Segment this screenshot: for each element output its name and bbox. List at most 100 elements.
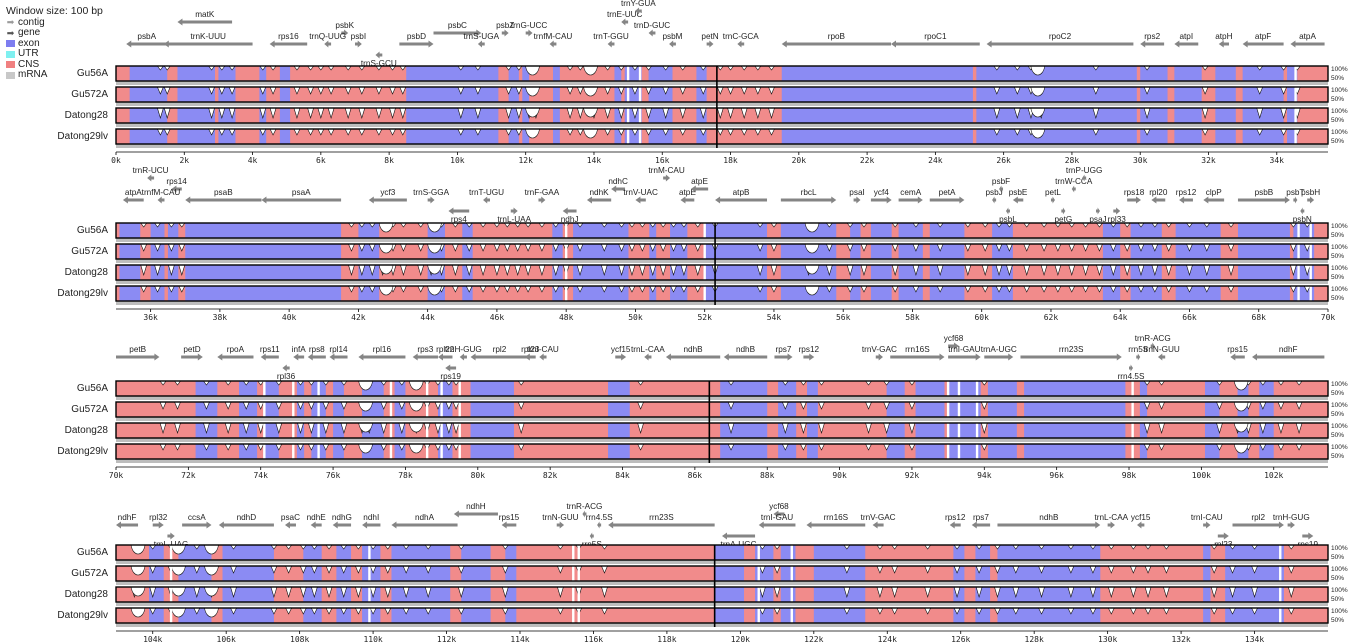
- contig-strip: [116, 81, 1328, 85]
- cns-region: [1147, 402, 1205, 417]
- cns-region: [273, 545, 304, 560]
- x-tick-label: 56k: [836, 313, 851, 322]
- cns-region: [621, 87, 625, 102]
- gene-label: trnF-GAA: [525, 188, 560, 197]
- cns-region: [1120, 223, 1131, 238]
- x-tick-label: 80k: [471, 471, 486, 480]
- cns-region: [1161, 286, 1176, 301]
- cns-region: [351, 587, 363, 602]
- legend-item-exon: exon: [6, 38, 103, 50]
- gene-arrow: [412, 353, 438, 361]
- sample-label: Datong29lv: [57, 446, 108, 457]
- contig-strip: [116, 238, 1328, 242]
- x-tick-label: 66k: [1182, 313, 1197, 322]
- gene-arrow: [589, 532, 594, 540]
- cns-region: [980, 381, 988, 396]
- gene-arrow: [152, 521, 164, 529]
- cns-region: [656, 286, 671, 301]
- alignment-gap: [368, 566, 371, 581]
- x-tick-label: 18k: [723, 156, 738, 165]
- gene-arrow: [556, 521, 565, 529]
- gene-ycf3: ycf3: [368, 188, 407, 204]
- cns-region: [116, 265, 120, 280]
- cns-region: [472, 286, 553, 301]
- gene-label: rps16: [278, 32, 299, 41]
- x-tick-label: 58k: [905, 313, 920, 322]
- gene-arrow: [1203, 196, 1225, 204]
- x-tick-label: 78k: [398, 471, 413, 480]
- gene-rps15: rps15: [1227, 345, 1248, 361]
- gene-label: ndhF: [1279, 345, 1298, 354]
- gene-label: petL: [1045, 188, 1061, 197]
- percent-100-label: 100%: [1331, 402, 1348, 409]
- gene-arrow: [722, 532, 756, 540]
- gene-label: trnT-UGU: [469, 188, 504, 197]
- alignment-gap: [757, 566, 760, 581]
- gene-psbi: psbI: [351, 32, 366, 48]
- gene-label: trnD-GUC: [634, 21, 670, 30]
- legend-label: contig: [18, 16, 45, 28]
- gene-psbn: psbN: [1293, 207, 1312, 224]
- cns-region: [706, 66, 782, 81]
- alignment-gap: [1131, 402, 1134, 417]
- cns-region: [444, 265, 463, 280]
- gene-rps7: rps7: [774, 345, 793, 361]
- gene-arrow: [218, 521, 274, 529]
- gene-label: rbcL: [801, 188, 817, 197]
- gene-rps11: rps11: [260, 345, 280, 361]
- gene-label: rpl23: [521, 345, 540, 354]
- gene-atpa: atpA: [122, 188, 144, 204]
- gene-petl: petL: [1045, 188, 1061, 204]
- cns-region: [215, 129, 219, 144]
- gene-label: ndhC: [608, 177, 628, 186]
- gene-arrow: [608, 521, 715, 529]
- cns-region: [516, 545, 715, 560]
- gene-arrow: [803, 353, 815, 361]
- sample-label: Gu572A: [71, 568, 108, 579]
- alignment-gap: [1131, 381, 1134, 396]
- cns-region: [321, 545, 337, 560]
- gene-label: rrn16S: [905, 345, 930, 354]
- gene-arrow: [986, 40, 1134, 48]
- gene-trnr-acg: trnR-ACG: [566, 502, 602, 518]
- alignment-gap: [317, 381, 320, 396]
- track-border: [115, 107, 1329, 124]
- cns-region: [672, 87, 697, 102]
- gene-trni-cau: trnI-CAU: [1191, 513, 1223, 529]
- legend-label: mRNA: [18, 69, 48, 80]
- track-gu572a: Gu572A 100% 50%: [71, 86, 1348, 106]
- gene-arrow: [635, 196, 646, 204]
- alignment-gap: [790, 566, 793, 581]
- cns-region: [641, 87, 649, 102]
- gene-rps14: rps14: [166, 177, 187, 193]
- x-tick-label: 12k: [518, 156, 533, 165]
- gene-arrow: [1157, 353, 1166, 361]
- gene-arrow: [181, 353, 203, 361]
- cns-region: [904, 381, 916, 396]
- cns-region: [116, 423, 196, 438]
- gene-label: rps15: [499, 513, 520, 522]
- track-border: [115, 443, 1329, 460]
- cns-region: [1235, 87, 1243, 102]
- cns-region: [767, 223, 781, 238]
- gene-arrow: [459, 353, 467, 361]
- contig-strip: [116, 396, 1328, 400]
- x-tick-label: 82k: [543, 471, 558, 480]
- legend-items: ➡ contig ➡ gene exon UTR CNS mRNA: [6, 16, 103, 81]
- cns-region: [836, 244, 851, 259]
- percent-50-label: 50%: [1331, 295, 1344, 302]
- gene-arrow: [1005, 207, 1010, 215]
- cns-region: [1100, 545, 1204, 560]
- cns-region: [1235, 66, 1243, 81]
- track-datong29lv: Datong29lv 100% 50%: [57, 607, 1348, 627]
- track-border: [115, 586, 1329, 603]
- cns-region: [860, 265, 871, 280]
- cns-region: [325, 381, 334, 396]
- alignment-gap: [389, 402, 393, 417]
- cns-region: [215, 66, 219, 81]
- gene-ndhi: ndhI: [362, 513, 381, 529]
- legend-swatch: [6, 40, 15, 48]
- x-tick-label: 130k: [1098, 635, 1117, 642]
- gene-label: atpI: [1179, 32, 1193, 41]
- percent-50-label: 50%: [1331, 96, 1344, 103]
